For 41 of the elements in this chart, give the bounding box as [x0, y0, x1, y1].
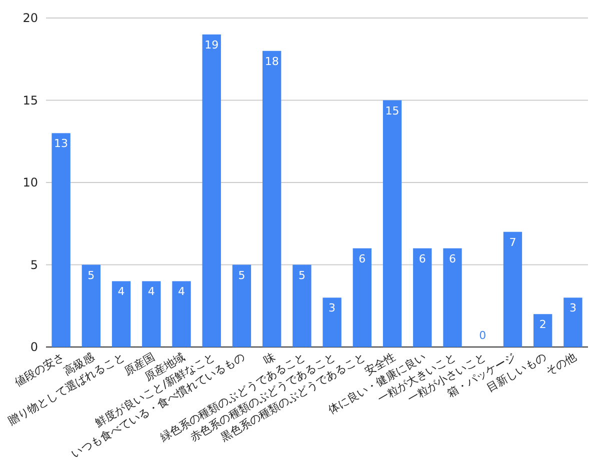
bar: [232, 264, 252, 347]
bar: [564, 298, 582, 347]
x-tick-label: 味: [261, 350, 278, 368]
data-label: 3: [328, 302, 336, 315]
data-label: 18: [264, 54, 279, 68]
y-tick-label: 10: [22, 176, 38, 190]
data-label: 4: [178, 285, 185, 298]
y-tick-label: 0: [30, 340, 38, 354]
data-label: 5: [238, 268, 246, 282]
data-label: 6: [418, 252, 426, 266]
bar: [443, 248, 462, 347]
bar: [413, 248, 432, 347]
bar: [503, 232, 522, 347]
data-label: 4: [148, 285, 155, 298]
data-label: 3: [569, 302, 576, 315]
data-label: 6: [449, 252, 456, 266]
data-label: 6: [358, 252, 366, 266]
bar: [382, 100, 402, 347]
bar: [52, 133, 70, 347]
data-label: 13: [54, 137, 68, 150]
bar: [322, 298, 342, 347]
data-label: 2: [539, 318, 546, 332]
bar: [172, 281, 191, 347]
y-tick-label: 20: [22, 11, 38, 25]
data-label: 19: [204, 38, 219, 52]
bar: [142, 281, 161, 347]
bar: [292, 264, 312, 347]
bar: [262, 50, 282, 347]
bar: [352, 248, 372, 347]
data-label: 5: [88, 268, 95, 282]
y-tick-label: 15: [22, 93, 38, 108]
data-label: 7: [509, 236, 516, 249]
bar: [202, 34, 221, 347]
data-label: 4: [118, 285, 125, 298]
y-tick-label: 5: [30, 258, 38, 272]
bar: [82, 264, 100, 347]
data-label: 5: [298, 268, 306, 282]
data-label: 15: [385, 104, 400, 118]
bar: [112, 281, 131, 347]
bar: [534, 314, 552, 347]
data-label: 0: [479, 329, 486, 342]
